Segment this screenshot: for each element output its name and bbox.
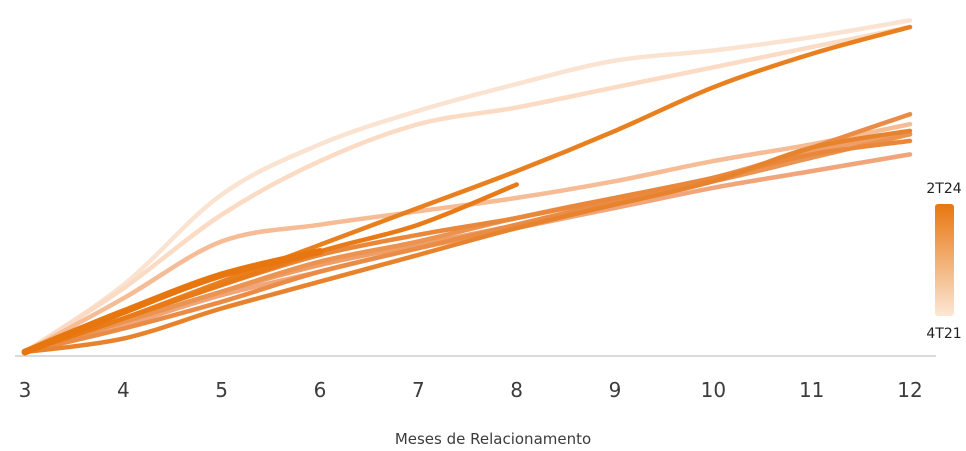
x-tick-label: 7 [412,378,425,402]
x-tick-label: 9 [609,378,622,402]
x-tick-label: 11 [799,378,824,402]
x-tick-labels: 3 4 5 6 7 8 9 10 11 12 [19,378,923,402]
legend-top-label: 2T24 [926,181,961,197]
color-legend: 2T24 4T21 [926,181,961,342]
x-tick-label: 10 [701,378,726,402]
x-tick-label: 3 [19,378,32,402]
legend-gradient-bar [935,204,954,316]
x-tick-label: 12 [897,378,922,402]
legend-bottom-label: 4T21 [926,326,961,342]
x-axis-label: Meses de Relacionamento [395,430,591,448]
series-line [22,182,519,355]
x-tick-label: 4 [117,378,130,402]
x-tick-label: 6 [314,378,327,402]
series-line [21,248,324,356]
series-line [22,132,913,355]
x-tick-label: 8 [510,378,523,402]
series-line [22,24,913,355]
series-line [22,24,913,355]
series-line [22,18,913,355]
series-line [22,128,913,355]
x-tick-label: 5 [215,378,228,402]
series-layer [21,18,913,356]
